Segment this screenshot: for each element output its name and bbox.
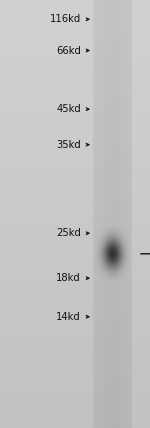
Text: 45kd: 45kd xyxy=(56,104,81,114)
Text: 66kd: 66kd xyxy=(56,45,81,56)
Text: 18kd: 18kd xyxy=(56,273,81,283)
Text: 25kd: 25kd xyxy=(56,228,81,238)
Text: 35kd: 35kd xyxy=(56,140,81,150)
Text: 14kd: 14kd xyxy=(56,312,81,322)
Text: 116kd: 116kd xyxy=(50,14,81,24)
Text: www.ptgaa.com: www.ptgaa.com xyxy=(52,183,62,245)
